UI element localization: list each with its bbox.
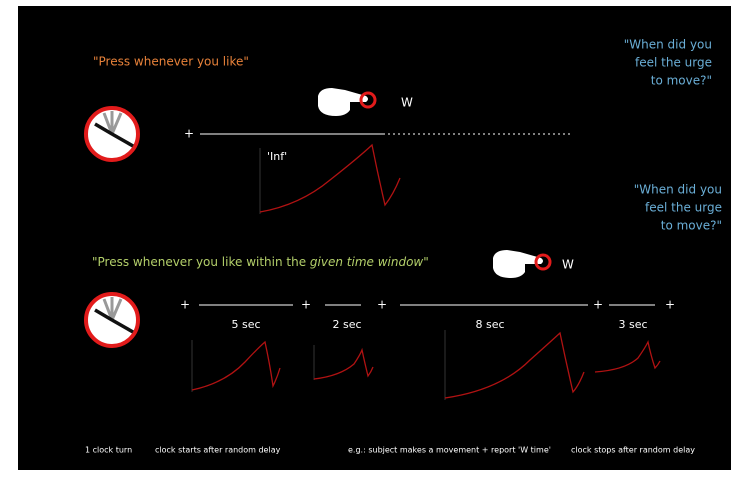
background xyxy=(18,6,731,470)
marker: + xyxy=(593,298,603,312)
question-line: to move?" xyxy=(651,74,712,88)
question-line: "When did you xyxy=(624,38,712,52)
marker: + xyxy=(665,298,675,312)
wave xyxy=(191,340,281,391)
waves xyxy=(191,330,661,400)
instruction: "Press whenever you like" xyxy=(93,55,249,69)
footer-label: 1 clock turn xyxy=(85,446,132,455)
question-line: feel the urge xyxy=(635,56,712,70)
interval-label: 5 sec xyxy=(231,318,260,331)
clock xyxy=(84,292,140,348)
question-line: "When did you xyxy=(634,183,722,197)
footer-label: clock stops after random delay xyxy=(571,446,695,455)
interval-label: 3 sec xyxy=(618,318,647,331)
instruction-part: " xyxy=(423,255,429,269)
clock xyxy=(84,106,140,162)
instruction-emphasis: given time window xyxy=(310,255,423,269)
interval-label: 2 sec xyxy=(332,318,361,331)
question-line: feel the urge xyxy=(645,201,722,215)
interval-labels: 5 sec 2 sec 8 sec 3 sec xyxy=(231,318,647,331)
footer-label: e.g.: subject makes a movement + report … xyxy=(348,446,551,455)
interval-label: 8 sec xyxy=(475,318,504,331)
marker: + xyxy=(301,298,311,312)
response-key: W xyxy=(401,96,413,110)
instruction: "Press whenever you like within the give… xyxy=(92,255,429,269)
response-key: W xyxy=(562,258,574,272)
interval-label: 'Inf' xyxy=(267,150,287,163)
question-line: to move?" xyxy=(661,219,722,233)
instruction-part: "Press whenever you like within the xyxy=(92,255,310,269)
wave xyxy=(444,331,585,399)
marker: + xyxy=(180,298,190,312)
wave xyxy=(313,347,374,380)
readiness-wave xyxy=(259,143,401,213)
marker: + xyxy=(184,127,194,141)
question: "When did you feel the urge to move?" xyxy=(624,38,712,88)
question: "When did you feel the urge to move?" xyxy=(634,183,722,233)
wave xyxy=(594,340,661,373)
hand-icon xyxy=(493,250,552,278)
hand-icon xyxy=(318,88,377,116)
marker: + xyxy=(377,298,387,312)
footer-label: clock starts after random delay xyxy=(155,446,281,455)
